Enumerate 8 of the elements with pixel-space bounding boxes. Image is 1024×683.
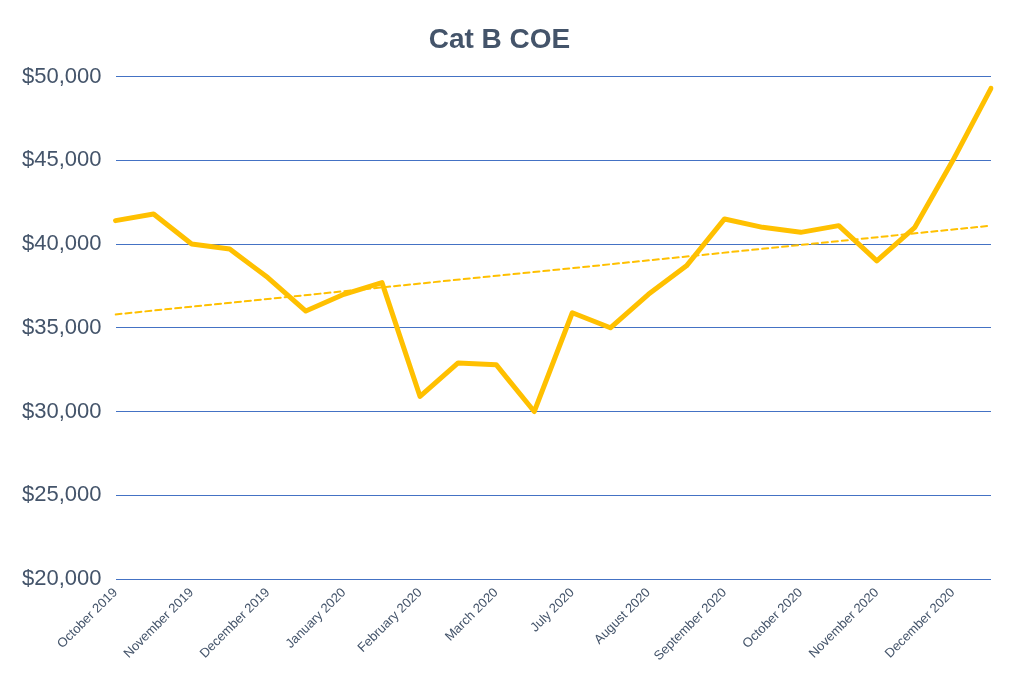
y-tick-label: $35,000	[21, 313, 102, 339]
chart-title: Cat B COE	[428, 22, 571, 54]
y-tick-label: $30,000	[21, 397, 102, 423]
y-tick-label: $45,000	[21, 146, 102, 172]
y-tick-label: $40,000	[21, 230, 102, 256]
y-tick-label: $20,000	[21, 565, 102, 591]
y-tick-label: $50,000	[21, 62, 102, 88]
y-tick-label: $25,000	[21, 481, 102, 507]
